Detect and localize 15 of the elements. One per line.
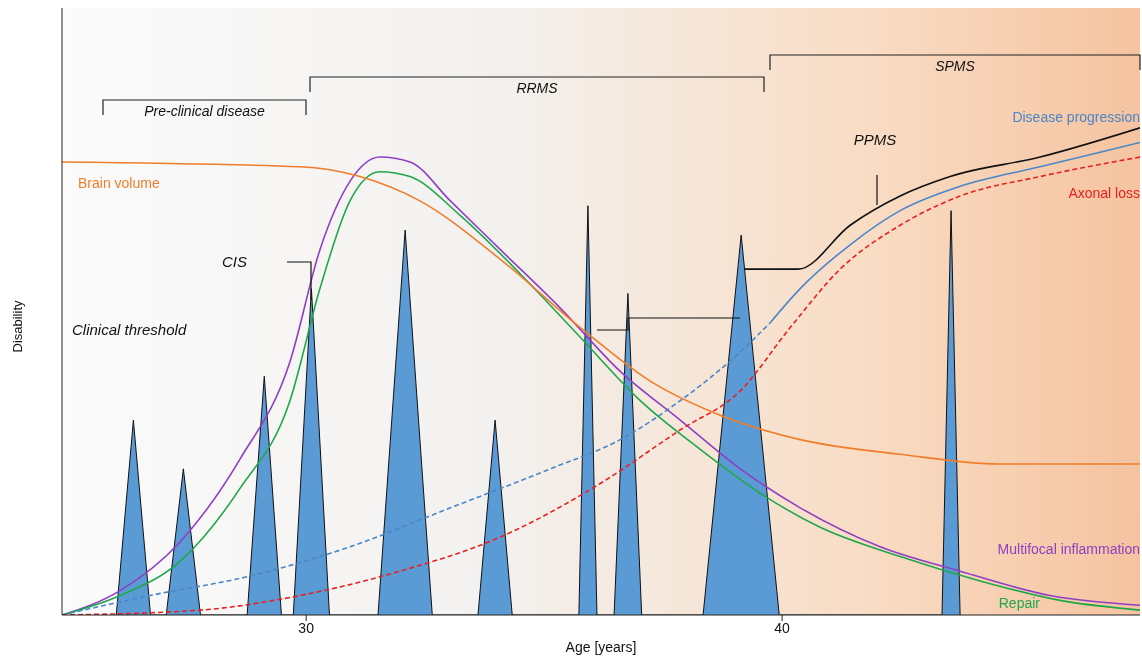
x-tick-label: 30 [298, 619, 315, 636]
text: RRMS [516, 80, 559, 96]
annotation: Clinical threshold [72, 321, 187, 338]
x-axis-title: Age [years] [565, 639, 637, 655]
text: Pre-clinical disease [144, 103, 266, 119]
annotation: CIS [221, 253, 247, 270]
x-tick-label: 40 [774, 619, 791, 636]
series-label: Repair [998, 595, 1041, 611]
series-label: Multifocal inflammation [997, 541, 1140, 557]
series-label: Brain volume [78, 175, 160, 191]
series-label: Axonal loss [1068, 185, 1140, 201]
annotation: PPMS [853, 131, 897, 148]
y-axis-title: Disability [10, 300, 25, 353]
text: SPMS [935, 58, 976, 74]
series-label: Disease progression [1012, 109, 1140, 125]
